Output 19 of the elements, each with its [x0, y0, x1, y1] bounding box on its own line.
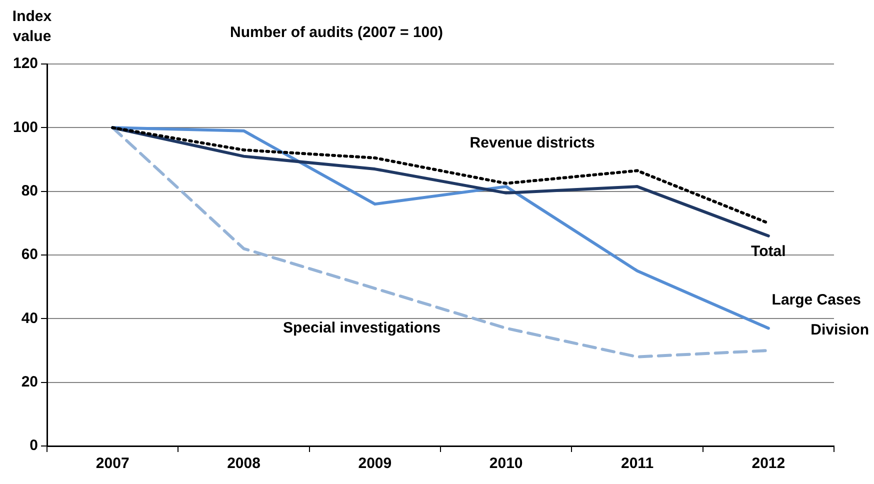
- y-tick-label: 40: [21, 310, 38, 327]
- series-label: Large Cases Division: [772, 291, 869, 338]
- series-label: Special investigations: [283, 319, 441, 336]
- y-tick-label: 20: [21, 373, 38, 390]
- y-tick-label: 120: [12, 55, 38, 72]
- x-tick-label: 2010: [489, 455, 523, 472]
- x-tick-label: 2007: [96, 455, 130, 472]
- x-tick-label: 2011: [620, 455, 654, 472]
- y-tick-label: 100: [12, 118, 38, 136]
- x-tick-label: 2012: [752, 455, 786, 472]
- y-tick-label: 0: [30, 437, 38, 454]
- x-tick-label: 2008: [227, 455, 260, 472]
- series-label: Revenue districts: [470, 134, 595, 152]
- chart-title: Number of audits (2007 = 100): [230, 24, 443, 42]
- series-label: Total: [751, 242, 786, 260]
- y-axis-title: Index value: [12, 8, 52, 46]
- y-tick-label: 80: [21, 182, 38, 200]
- x-tick-label: 2009: [358, 455, 392, 472]
- y-tick-label: 60: [21, 246, 38, 264]
